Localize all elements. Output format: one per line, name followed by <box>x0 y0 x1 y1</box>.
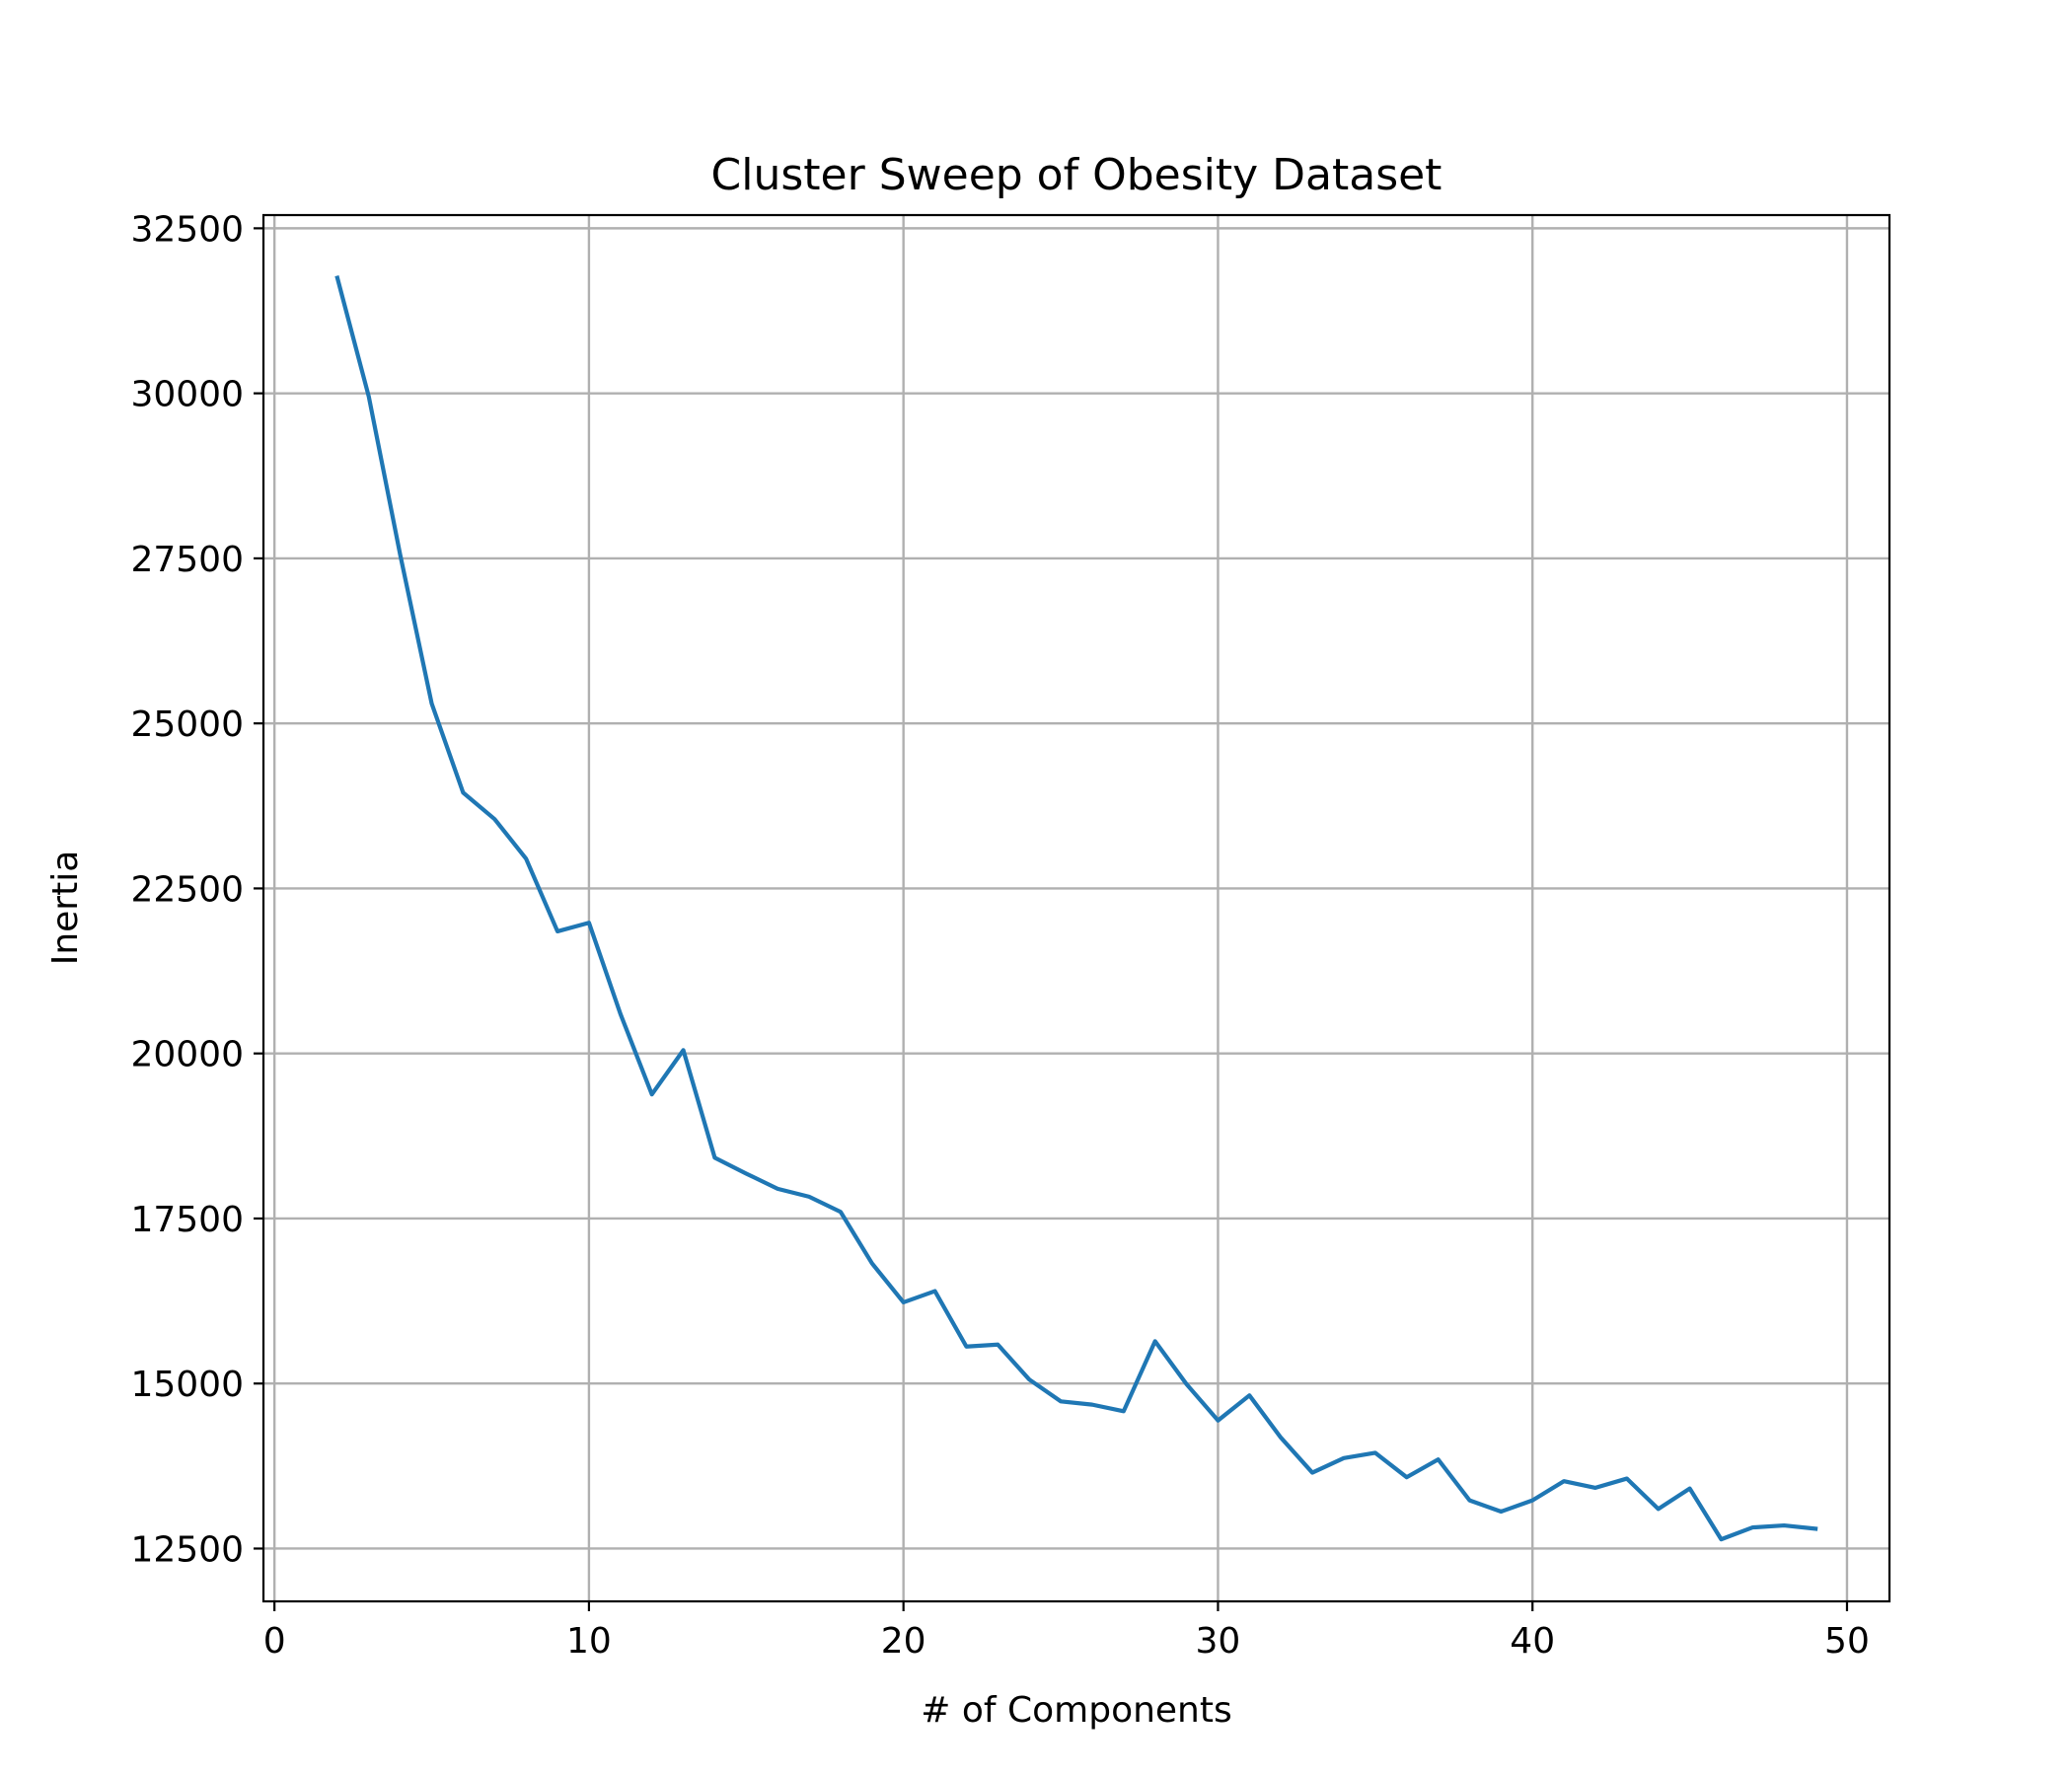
axis-ticks: 0 10 20 30 40 50 12500 15000 17500 20000 22500 2500… <box>130 209 1869 1662</box>
x-tick-label: 0 <box>263 1621 286 1662</box>
y-tick-label: 32500 <box>130 209 244 250</box>
y-tick-label: 17500 <box>130 1200 244 1240</box>
y-tick-label: 22500 <box>130 869 244 910</box>
series-layer <box>334 274 1818 1542</box>
y-tick-label: 12500 <box>130 1529 244 1570</box>
y-tick-label: 25000 <box>130 704 244 745</box>
x-tick-label: 20 <box>881 1621 926 1662</box>
x-tick-label: 30 <box>1196 1621 1241 1662</box>
y-axis-label: Inertia <box>45 851 86 966</box>
chart-title: Cluster Sweep of Obesity Dataset <box>711 150 1443 200</box>
x-tick-label: 50 <box>1824 1621 1870 1662</box>
inertia-series-line <box>334 274 1818 1542</box>
x-tick-label: 40 <box>1510 1621 1555 1662</box>
y-tick-label: 30000 <box>130 375 244 415</box>
y-tick-label: 27500 <box>130 540 244 580</box>
x-axis-label: # of Components <box>921 1690 1232 1731</box>
plot-frame <box>261 213 1891 1603</box>
y-tick-label: 20000 <box>130 1035 244 1075</box>
y-tick-label: 15000 <box>130 1365 244 1405</box>
x-tick-label: 10 <box>566 1621 612 1662</box>
grid-lines <box>263 215 1889 1601</box>
